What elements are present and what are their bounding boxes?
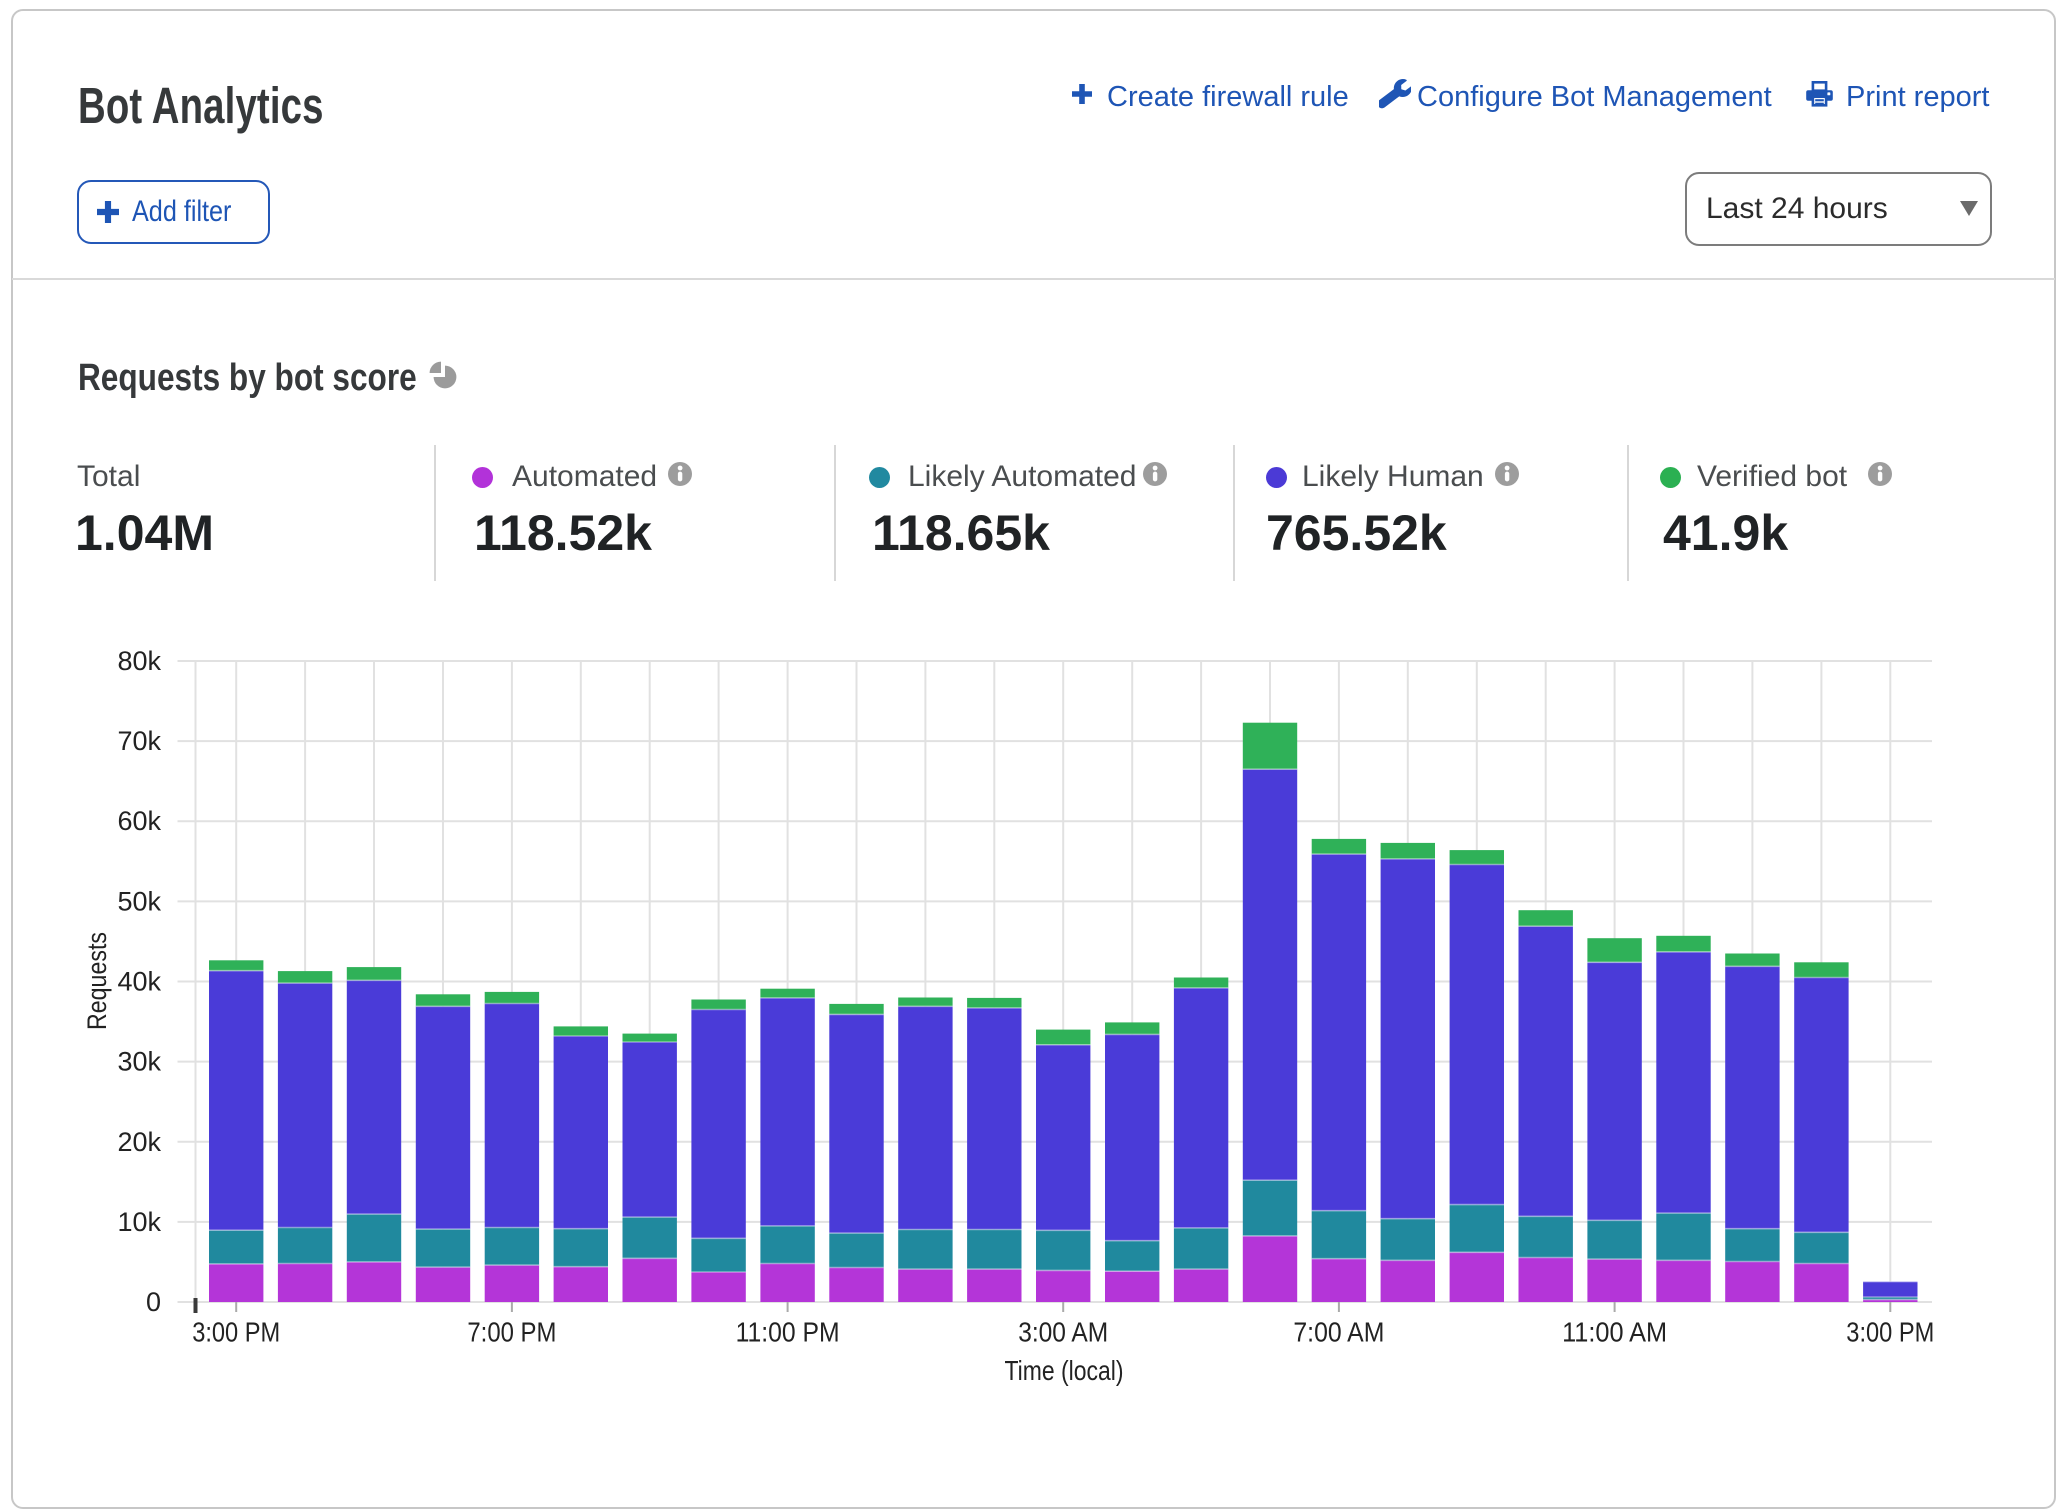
svg-text:70k: 70k [117, 726, 161, 756]
svg-text:7:00 PM: 7:00 PM [467, 1317, 556, 1348]
svg-text:11:00 PM: 11:00 PM [736, 1317, 840, 1348]
svg-text:40k: 40k [117, 967, 161, 997]
svg-text:7:00 AM: 7:00 AM [1293, 1317, 1384, 1348]
svg-text:3:00 PM: 3:00 PM [1846, 1317, 1934, 1348]
svg-text:80k: 80k [117, 646, 161, 676]
svg-text:50k: 50k [117, 886, 161, 916]
svg-text:11:00 AM: 11:00 AM [1562, 1317, 1667, 1348]
svg-text:20k: 20k [117, 1127, 161, 1157]
svg-text:10k: 10k [117, 1207, 161, 1237]
svg-text:3:00 AM: 3:00 AM [1018, 1317, 1108, 1348]
svg-text:Time (local): Time (local) [1005, 1355, 1124, 1386]
svg-text:0: 0 [146, 1287, 161, 1317]
svg-text:Requests: Requests [82, 932, 112, 1030]
svg-text:3:00 PM: 3:00 PM [192, 1317, 280, 1348]
svg-text:30k: 30k [117, 1047, 161, 1077]
svg-text:60k: 60k [117, 806, 161, 836]
